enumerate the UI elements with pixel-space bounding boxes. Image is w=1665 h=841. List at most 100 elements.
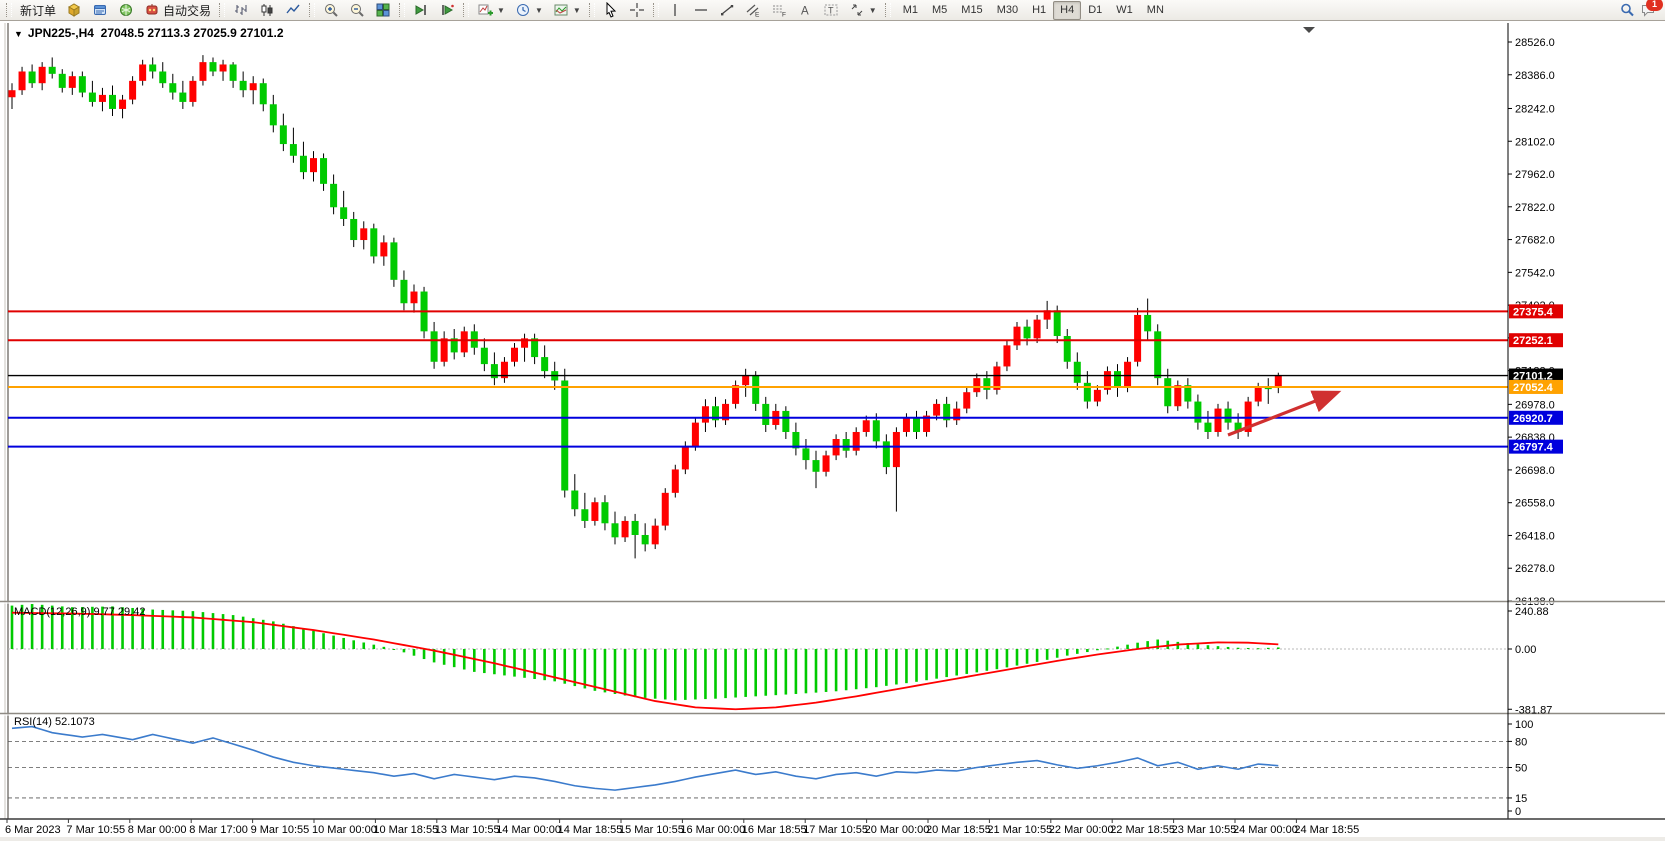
macd-bar [724,649,727,699]
macd-bar [684,649,687,700]
macd-bar [714,649,717,699]
fibonacci-tool-button[interactable]: F [766,0,792,20]
tab-timeframe-m1[interactable]: M1 [902,3,918,16]
tab-timeframe-h1[interactable]: H1 [1032,3,1047,16]
text-label-tool-button[interactable]: T [818,0,844,20]
candle-body [430,331,438,362]
crosshair-icon [629,3,644,17]
candle-body [1073,361,1081,383]
arrows-icon [851,4,863,16]
tab-timeframe-m15[interactable]: M15 [961,3,983,16]
toolbar-grip[interactable] [588,3,595,17]
macd-bar [633,649,637,698]
bottom-strip [0,837,1665,841]
macd-bar [985,649,989,671]
toolbar-grip[interactable] [399,3,406,17]
search-button[interactable] [1614,0,1640,20]
price-badge [1509,439,1563,454]
auto-scroll-button[interactable] [408,0,434,20]
price-axis[interactable]: 28526.0 28386.0 28242.0 28102.0 27962.0 27822… [1508,37,1555,608]
svg-text:15: 15 [1515,793,1527,805]
tile-windows-button[interactable] [370,0,396,20]
toolbar-grip[interactable] [463,3,470,17]
equidistant-channel-tool-button[interactable]: E [740,0,766,20]
macd-bar [1065,649,1069,656]
candle-body [299,155,307,173]
symbol-dropdown-icon[interactable]: ▼ [14,29,23,39]
macd-bar [131,607,134,649]
macd-bar [10,605,14,649]
toolbar-grip[interactable] [884,3,891,17]
zoom-in-button[interactable] [318,0,344,20]
candle-body [38,66,46,84]
candle-body [671,469,679,493]
candle-body [762,403,770,425]
chart-shift-marker[interactable] [1303,27,1315,33]
bar-chart-button[interactable] [228,0,254,20]
candle-body [581,509,589,521]
arrows-tool-button[interactable]: ▼ [844,0,882,20]
chart-shift-button[interactable] [434,0,460,20]
candle-body [993,366,1001,390]
toolbar-grip[interactable] [652,3,659,17]
tab-timeframe-d1[interactable]: D1 [1088,3,1103,16]
auto-trading-button[interactable]: 自动交易 [139,0,216,20]
rsi-pane: 100 80 50 150 [8,719,1533,818]
template-button[interactable]: ▼ [548,0,586,20]
text-tool-button[interactable]: A [792,0,818,20]
tab-timeframe-m5[interactable]: M5 [932,3,948,16]
crosshair-tool-button[interactable] [624,0,650,20]
tab-timeframe-m30[interactable]: M30 [996,3,1019,16]
candle-body [380,242,388,257]
navigator-button[interactable] [113,0,139,20]
svg-text:0.00: 0.00 [1515,644,1536,656]
notification-badge: 1 [1646,0,1663,11]
chat-button[interactable]: 1 [1640,0,1663,18]
svg-text:17 Mar 10:55: 17 Mar 10:55 [803,824,868,836]
macd-bar [864,649,868,689]
candle-body [48,66,56,74]
macd-bar [1126,644,1129,649]
time-axis-labels[interactable]: 6 Mar 2023 7 Mar 10:55 8 Mar 00:00 8 Mar 17… [5,819,1359,836]
period-button[interactable]: ▼ [510,0,548,20]
line-chart-button[interactable] [280,0,306,20]
tab-timeframe-h4[interactable]: H4 [1053,0,1082,20]
candle-body [450,338,458,353]
candle-body [1063,336,1071,362]
horizontal-line-tool-button[interactable] [688,0,714,20]
macd-bar [965,649,969,674]
cursor-tool-button[interactable] [598,0,624,20]
data-window-button[interactable] [87,0,113,20]
candlestick-button[interactable] [254,0,280,20]
trend-arrow-annotation[interactable] [1227,390,1342,437]
macd-bar [1256,648,1260,650]
market-watch-button[interactable] [61,0,87,20]
toolbar-grip[interactable] [219,3,226,17]
trendline-tool-button[interactable] [714,0,740,20]
new-order-button[interactable]: 新订单 [15,0,61,20]
candle-body [1264,387,1272,390]
tab-timeframe-w1[interactable]: W1 [1116,3,1133,16]
toolbar-grip[interactable] [6,3,12,17]
macd-label: MACD(12,26,9) 9.77 29.42 [14,606,146,618]
vertical-line-tool-button[interactable] [662,0,688,20]
toolbar-grip[interactable] [309,3,316,17]
tab-timeframe-mn[interactable]: MN [1146,3,1164,16]
chevron-down-icon: ▼ [868,5,877,15]
zoom-out-button[interactable] [344,0,370,20]
svg-text:10 Mar 18:55: 10 Mar 18:55 [373,824,438,836]
macd-bar [1266,647,1270,649]
template-icon [554,4,568,16]
macd-bar [412,649,416,656]
candle-body [742,375,750,386]
macd-bar [71,607,74,649]
macd-bar [814,649,818,693]
add-indicator-button[interactable]: ▼ [472,0,510,20]
candle-body [58,73,66,88]
svg-text:27101.2: 27101.2 [1513,371,1553,383]
svg-text:28386.0: 28386.0 [1515,70,1555,82]
macd-bar [905,649,908,684]
macd-bar [50,605,54,649]
chart-canvas[interactable]: 28526.0 28386.0 28242.0 28102.0 27962.0 27822… [0,22,1665,841]
